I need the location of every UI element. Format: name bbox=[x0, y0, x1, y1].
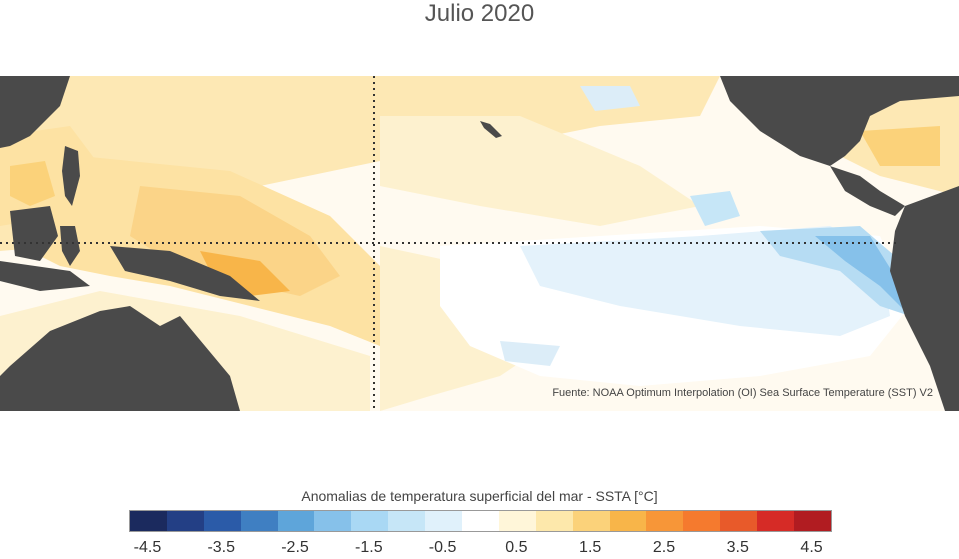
colorbar-segment bbox=[572, 511, 610, 531]
land-north-america bbox=[720, 76, 959, 166]
data-source-note: Fuente: NOAA Optimum Interpolation (OI) … bbox=[552, 387, 933, 399]
warm-anomaly-west-core bbox=[130, 186, 340, 296]
land-south-america bbox=[890, 186, 959, 411]
colorbar-segment bbox=[240, 511, 278, 531]
colorbar-segment bbox=[535, 511, 573, 531]
cool-anomaly-baja bbox=[690, 191, 740, 226]
colorbar-tick-label: 0.5 bbox=[505, 539, 528, 556]
colorbar-segment bbox=[498, 511, 536, 531]
land-philippines bbox=[62, 146, 80, 206]
cool-anomaly-south-patch bbox=[500, 341, 560, 366]
land-asia bbox=[0, 76, 70, 148]
cool-anomaly-regions bbox=[440, 86, 910, 386]
colorbar-tick-label: -2.5 bbox=[281, 539, 309, 556]
colorbar bbox=[129, 510, 832, 532]
sst-anomaly-map bbox=[0, 76, 959, 411]
colorbar-segment bbox=[646, 511, 684, 531]
land-borneo bbox=[10, 206, 58, 261]
colorbar-tick-label: 2.5 bbox=[652, 539, 676, 556]
colorbar-segment bbox=[462, 511, 499, 531]
colorbar-tick-label: -3.5 bbox=[207, 539, 236, 556]
colorbar-segment bbox=[388, 511, 426, 531]
colorbar-segment bbox=[757, 511, 795, 531]
land-java bbox=[0, 261, 90, 291]
land-new-guinea bbox=[110, 246, 260, 301]
colorbar-tick-label: 1.5 bbox=[579, 539, 602, 556]
colorbar-ticks: -4.5 -3.5 -2.5 -1.5 -0.5 0.5 1.5 2.5 3.5 4.5 bbox=[0, 539, 959, 559]
colorbar-tick-label: 3.5 bbox=[726, 539, 749, 556]
colorbar-segment bbox=[720, 511, 758, 531]
land-masses bbox=[0, 76, 959, 411]
colorbar-segment bbox=[351, 511, 389, 531]
warm-anomaly-indonesia bbox=[10, 161, 55, 206]
land-central-america bbox=[830, 166, 905, 216]
colorbar-tick-label: -1.5 bbox=[355, 539, 383, 556]
land-hawaii bbox=[480, 121, 502, 138]
colorbar-segment bbox=[277, 511, 315, 531]
colorbar-segment bbox=[203, 511, 241, 531]
colorbar-tick-label: 4.5 bbox=[800, 539, 823, 556]
warm-anomaly-central-north bbox=[380, 116, 700, 226]
land-australia bbox=[0, 306, 240, 411]
colorbar-tick-label: -0.5 bbox=[428, 539, 457, 556]
colorbar-segment bbox=[683, 511, 721, 531]
colorbar-segment bbox=[130, 511, 167, 531]
colorbar-segment bbox=[166, 511, 204, 531]
cool-anomaly-peru-core bbox=[815, 236, 905, 311]
colorbar-segment bbox=[794, 511, 831, 531]
colorbar-segment bbox=[314, 511, 352, 531]
colorbar-segment bbox=[609, 511, 647, 531]
colorbar-tick-label: -4.5 bbox=[133, 539, 162, 556]
land-sulawesi bbox=[60, 226, 80, 266]
legend-title: Anomalias de temperatura superficial del… bbox=[301, 488, 658, 504]
colorbar-segment bbox=[425, 511, 463, 531]
warm-anomaly-ngu-core bbox=[200, 251, 290, 296]
warm-anomaly-caribbean bbox=[860, 126, 940, 166]
map-title: Julio 2020 bbox=[424, 0, 535, 27]
cool-anomaly-north-central bbox=[580, 86, 640, 111]
